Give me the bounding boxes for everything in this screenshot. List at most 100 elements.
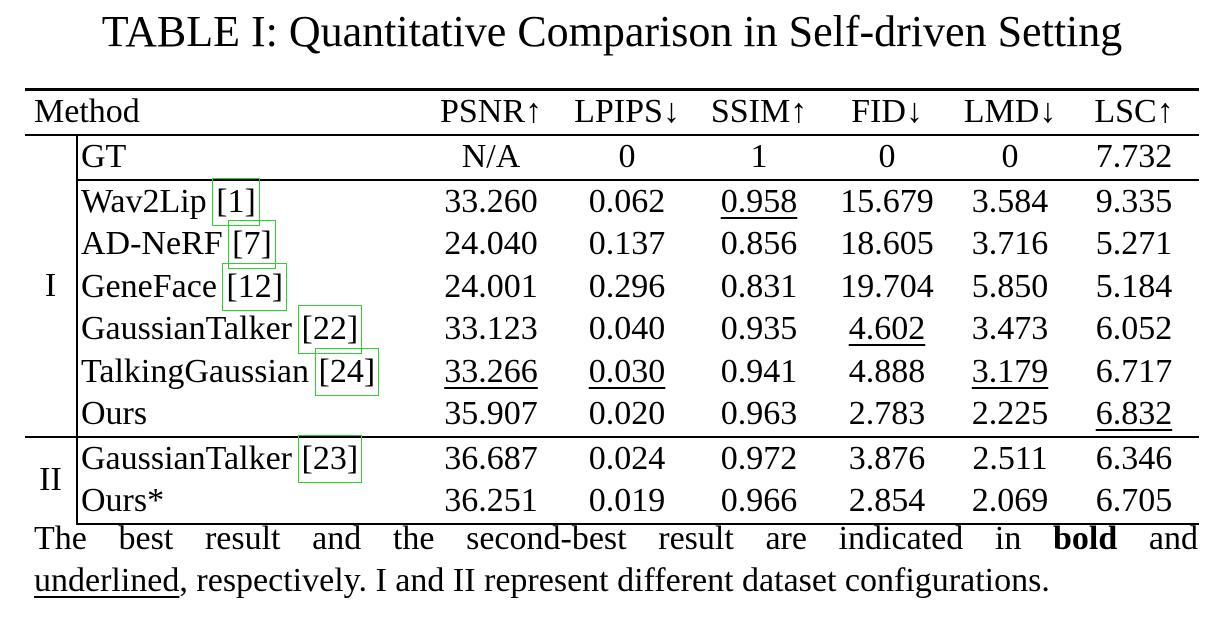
ssim-cell: 1: [750, 138, 768, 175]
fid-cell: 2.783: [823, 393, 951, 438]
lmd-cell: 3.179: [951, 351, 1069, 394]
table-row-ours-star: Ours* 36.251 0.019 0.966 2.854 2.069 6.7…: [25, 480, 1199, 525]
table-row-adnerf: AD-NeRF [7] 24.040 0.137 0.856 18.605 3.…: [25, 220, 1199, 269]
lmd-cell: 5.850: [971, 267, 1049, 305]
lpips-cell: 0.030: [559, 351, 695, 394]
lsc-cell: 9.335: [1069, 178, 1199, 223]
method-name: GaussianTalker: [81, 310, 301, 347]
second-best-value: 3.179: [971, 352, 1049, 390]
header-lmd: LMD↓: [963, 93, 1057, 131]
psnr-cell: 36.687: [444, 439, 538, 477]
table-footnote: The best result and the second-best resu…: [34, 518, 1198, 602]
second-best-value: 4.602: [848, 310, 926, 347]
method-cell: Ours: [77, 393, 423, 438]
lsc-cell: 6.052: [1095, 310, 1173, 347]
ssim-cell: 0.935: [720, 310, 798, 347]
table-row-wav2lip: Wav2Lip [1] 33.260 0.062 0.958 15.679 3.…: [25, 177, 1199, 226]
psnr-cell: 36.251: [423, 480, 559, 525]
lsc-cell: 7.732: [1095, 138, 1173, 175]
lmd-cell: 3.716: [971, 225, 1049, 262]
citation-link[interactable]: [24]: [314, 347, 380, 396]
method-cell: Wav2Lip [1]: [77, 177, 423, 226]
fid-cell: 4.888: [848, 352, 926, 390]
footnote-text: , respectively. I and II represent diffe…: [179, 562, 1050, 599]
psnr-cell: 33.260: [423, 178, 559, 223]
lmd-cell: 0: [1001, 138, 1019, 175]
header-method: Method: [34, 93, 140, 131]
psnr-cell: 35.907: [423, 393, 559, 438]
citation-link[interactable]: [12]: [222, 262, 288, 311]
table-row-gt: I GT N/A 0 1 0 0 7.732: [25, 135, 1199, 438]
fid-cell: 18.605: [840, 225, 934, 262]
lmd-cell: 3.473: [971, 310, 1049, 347]
fid-cell: 15.679: [823, 178, 951, 223]
ssim-cell: 0.831: [720, 267, 798, 305]
header-ssim: SSIM↑: [710, 93, 808, 131]
method-cell: GeneFace [12]: [77, 262, 423, 311]
lmd-cell: 2.225: [951, 393, 1069, 438]
table-row-ours: Ours 35.907 0.020 0.963 2.783 2.225 6.83…: [25, 393, 1199, 438]
lpips-cell: 0.062: [559, 178, 695, 223]
lsc-cell: 5.271: [1095, 225, 1173, 262]
footnote-line-1: The best result and the second-best resu…: [34, 518, 1198, 560]
method-cell: AD-NeRF [7]: [77, 220, 423, 269]
lsc-cell: 6.717: [1095, 352, 1173, 390]
group-label-2: II: [25, 436, 78, 524]
table-row-geneface: GeneFace [12] 24.001 0.296 0.831 19.704 …: [25, 262, 1199, 311]
header-lsc: LSC↑: [1094, 93, 1174, 131]
footnote-text: The best result and the second-best resu…: [34, 520, 1053, 557]
psnr-cell: 33.123: [444, 310, 538, 347]
fid-cell: 3.876: [848, 439, 926, 477]
table-caption: TABLE I: Quantitative Comparison in Self…: [101, 7, 1123, 56]
psnr-cell: 24.040: [444, 225, 538, 262]
header-psnr: PSNR↑: [439, 93, 543, 131]
header-lpips: LPIPS↓: [574, 93, 680, 131]
citation-link[interactable]: [1]: [212, 177, 260, 226]
method-name: Wav2Lip: [81, 182, 216, 220]
lmd-cell: 3.584: [951, 178, 1069, 223]
method-cell: GaussianTalker [23]: [77, 434, 423, 483]
fid-cell: 2.854: [823, 480, 951, 525]
table-row-talkinggaussian: TalkingGaussian [24] 33.266 0.030 0.941 …: [25, 347, 1199, 396]
method-cell: Ours*: [77, 480, 423, 525]
footnote-underline-word: underlined: [34, 562, 180, 599]
table-row-gaussiantalker: GaussianTalker [22] 33.123 0.040 0.935 4…: [25, 305, 1199, 354]
ssim-cell: 0.963: [695, 393, 823, 438]
second-best-value: 0.030: [588, 352, 666, 390]
lmd-cell: 2.069: [951, 480, 1069, 525]
psnr-cell: 24.001: [444, 267, 538, 305]
citation-link[interactable]: [7]: [228, 220, 276, 269]
lpips-cell: 0.137: [588, 225, 666, 262]
citation-link[interactable]: [22]: [297, 305, 363, 354]
footnote-line-2: underlined, respectively. I and II repre…: [34, 560, 1198, 602]
method-cell: GT: [81, 138, 127, 175]
second-best-value: 33.266: [444, 352, 538, 390]
psnr-cell: N/A: [461, 138, 521, 175]
method-name: GaussianTalker: [81, 439, 301, 477]
group-label-1: I: [25, 135, 78, 438]
ssim-cell: 0.972: [720, 439, 798, 477]
second-best-value: 6.832: [1095, 395, 1173, 432]
lpips-cell: 0: [618, 138, 636, 175]
lsc-cell: 5.184: [1095, 267, 1173, 305]
footnote-text: and: [1117, 520, 1198, 557]
results-table: Method PSNR↑ LPIPS↓ SSIM↑ FID↓ LMD↓ LSC↑…: [25, 88, 1199, 525]
method-name: GeneFace: [81, 267, 226, 305]
lsc-cell: 6.346: [1095, 439, 1173, 477]
method-cell: GaussianTalker [22]: [77, 305, 423, 354]
citation-link[interactable]: [23]: [297, 434, 363, 483]
table-row-gaussiantalker-ii: II GaussianTalker [23] 36.687 0.024 0.97…: [25, 434, 1199, 524]
ssim-cell: 0.966: [695, 480, 823, 525]
footnote-bold-word: bold: [1052, 520, 1118, 557]
header-fid: FID↓: [851, 93, 923, 131]
method-name: AD-NeRF: [81, 225, 232, 262]
lpips-cell: 0.019: [559, 480, 695, 525]
header-row: Method PSNR↑ LPIPS↓ SSIM↑ FID↓ LMD↓ LSC↑: [25, 89, 1199, 135]
fid-cell: 4.602: [823, 308, 951, 351]
method-name: TalkingGaussian: [81, 352, 318, 390]
psnr-cell: 33.266: [423, 351, 559, 394]
lmd-cell: 2.511: [972, 439, 1048, 477]
fid-cell: 19.704: [840, 267, 934, 305]
lpips-cell: 0.296: [588, 267, 666, 305]
ssim-cell: 0.941: [720, 352, 798, 390]
